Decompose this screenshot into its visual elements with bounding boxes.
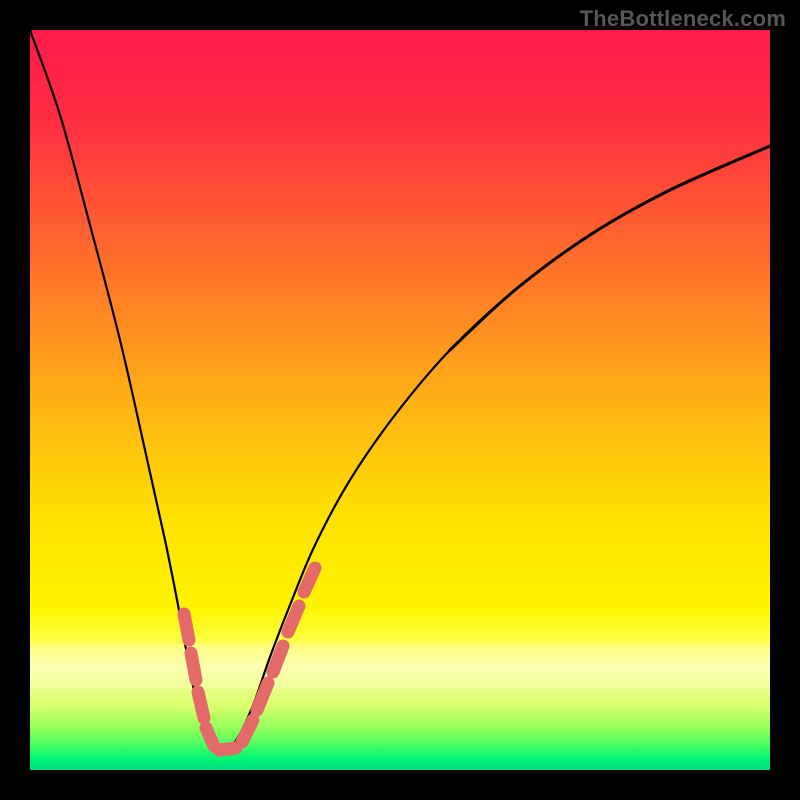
- pale-band: [30, 644, 770, 688]
- curve-dash-0: [184, 614, 189, 640]
- curve-dash-3: [206, 728, 214, 746]
- curve-dash-1: [191, 653, 196, 680]
- chart-svg: [0, 0, 800, 800]
- watermark-label: TheBottleneck.com: [580, 6, 786, 32]
- curve-dash-2: [198, 692, 204, 718]
- curve-dash-4: [219, 748, 236, 750]
- chart-frame: TheBottleneck.com: [0, 0, 800, 800]
